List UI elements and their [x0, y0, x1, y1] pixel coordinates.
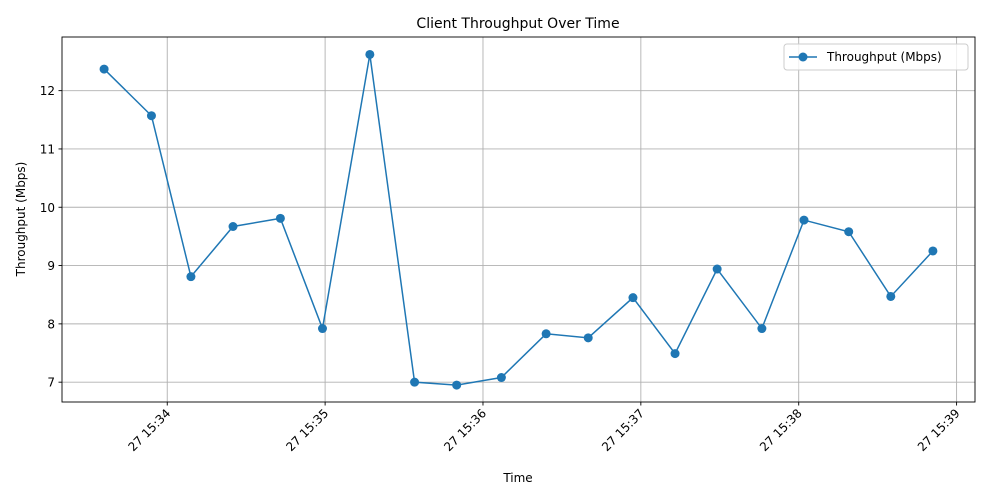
x-tick-label: 27 15:34 [126, 406, 174, 454]
x-tick-label: 27 15:36 [441, 406, 489, 454]
legend-entry-label: Throughput (Mbps) [826, 50, 942, 64]
series-layer [99, 49, 938, 390]
x-tick-label: 27 15:37 [599, 406, 647, 454]
grid-layer [62, 37, 975, 402]
data-point [886, 291, 896, 301]
legend-box [783, 43, 969, 71]
y-tick-label: 12 [40, 84, 55, 98]
y-tick-label: 8 [47, 317, 55, 331]
y-tick-label: 7 [47, 376, 55, 390]
data-point [799, 215, 809, 225]
data-point [928, 246, 938, 256]
data-point [712, 264, 722, 274]
data-point [541, 329, 551, 339]
data-point [670, 349, 680, 359]
plot-frame [61, 36, 976, 403]
x-axis-label: Time [502, 471, 532, 485]
y-axis-label: Throughput (Mbps) [14, 162, 28, 278]
data-point [410, 377, 420, 387]
data-point [275, 213, 285, 223]
data-point [146, 111, 156, 121]
y-ticks: 7 8 9 10 11 12 [40, 84, 62, 390]
data-point [496, 373, 506, 383]
data-point [186, 272, 196, 282]
legend: Throughput (Mbps) [783, 43, 969, 71]
legend-marker-swatch [798, 52, 808, 62]
y-tick-label: 11 [40, 142, 55, 156]
data-point [452, 380, 462, 390]
x-tick-label: 27 15:38 [757, 406, 805, 454]
data-point [757, 324, 767, 334]
data-point [228, 221, 238, 231]
y-tick-label: 9 [47, 259, 55, 273]
data-point [317, 324, 327, 334]
data-point [844, 227, 854, 237]
data-point [583, 333, 593, 343]
data-point [365, 49, 375, 59]
x-tick-label: 27 15:39 [915, 406, 963, 454]
data-point [99, 64, 109, 74]
chart-title: Client Throughput Over Time [416, 16, 619, 32]
series-line [103, 54, 934, 386]
x-tick-label: 27 15:35 [283, 406, 331, 454]
data-point [628, 293, 638, 303]
y-tick-label: 10 [40, 201, 55, 215]
x-ticks: 27 15:34 27 15:35 27 15:36 27 15:37 27 15:38… [126, 402, 963, 454]
